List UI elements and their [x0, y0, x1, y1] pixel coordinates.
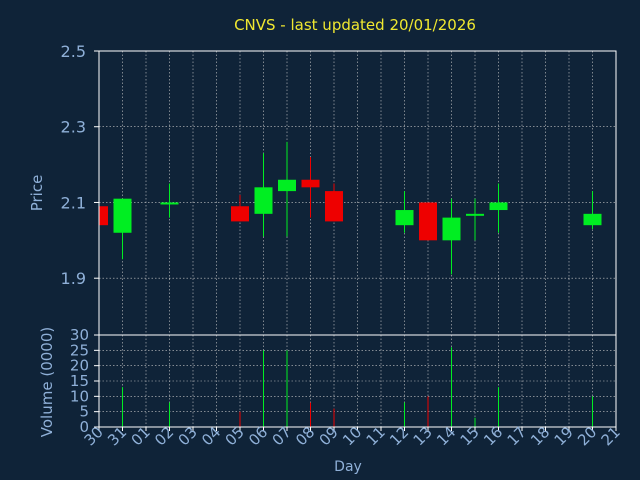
price-y-ticks: 2.5 2.3 2.1 1.9: [61, 42, 99, 288]
candle: [254, 153, 273, 237]
candle-body: [160, 202, 179, 205]
volume-y-tick-label: 20: [70, 357, 89, 375]
candle: [489, 183, 508, 233]
x-axis-label: Day: [334, 459, 362, 475]
candle-body: [325, 191, 343, 222]
candle-body: [442, 217, 461, 241]
volume-bars: [98, 347, 593, 427]
volume-axis-label: Volume (0000): [38, 327, 56, 437]
candle: [113, 198, 132, 260]
price-y-tick-label: 2.1: [61, 193, 86, 212]
chart-title: CNVS - last updated 20/01/2026: [234, 16, 476, 34]
price-y-tick-label: 2.5: [61, 42, 86, 61]
candle: [98, 206, 108, 226]
candle: [419, 202, 437, 241]
candle-body: [231, 206, 249, 222]
candle-body: [278, 179, 296, 192]
candle: [466, 198, 484, 241]
candle: [301, 157, 320, 218]
volume-y-tick-label: 25: [70, 341, 89, 359]
price-axis-label: Price: [28, 175, 46, 212]
candle-body: [113, 198, 132, 233]
candle: [395, 191, 414, 233]
volume-y-tick-label: 10: [70, 387, 89, 405]
candle-body: [466, 213, 484, 216]
price-y-tick-label: 2.3: [61, 118, 86, 137]
volume-y-tick-label: 5: [79, 403, 89, 421]
x-tick-labels: 3031010203040506070809101112131415161718…: [81, 423, 624, 449]
candle-body: [254, 187, 273, 214]
volume-y-tick-label: 0: [79, 418, 89, 436]
candle: [278, 141, 296, 237]
candle: [442, 198, 461, 275]
volume-y-tick-label: 30: [70, 326, 89, 344]
volume-y-tick-label: 15: [70, 372, 89, 390]
candle: [583, 191, 602, 229]
candle-body: [395, 210, 414, 226]
candle-body: [489, 202, 508, 211]
candle: [231, 194, 249, 222]
price-y-tick-label: 1.9: [61, 269, 86, 288]
candle-body: [419, 202, 437, 241]
candle-body: [301, 179, 320, 188]
candle: [160, 183, 179, 218]
candle: [325, 183, 343, 222]
candle-body: [583, 213, 602, 226]
candle-body: [99, 206, 108, 226]
